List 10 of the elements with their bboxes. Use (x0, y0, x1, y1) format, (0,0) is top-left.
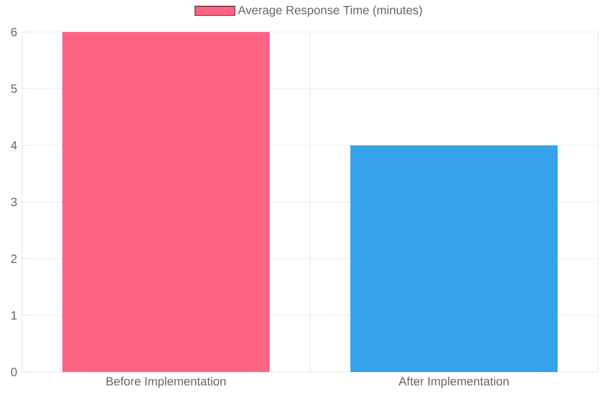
legend-label: Average Response Time (minutes) (238, 6, 422, 17)
y-tick-label: 0 (11, 368, 17, 376)
y-tick-label: 3 (11, 198, 17, 206)
y-tick-label: 5 (11, 84, 17, 93)
x-tick-label: After Implementation (398, 376, 509, 388)
x-tick-label: Before Implementation (106, 376, 226, 388)
y-tick-label: 4 (10, 141, 17, 150)
y-tick-label: 6 (11, 28, 17, 36)
y-tick-label: 1 (12, 311, 17, 320)
y-tick-label: 2 (11, 254, 17, 263)
